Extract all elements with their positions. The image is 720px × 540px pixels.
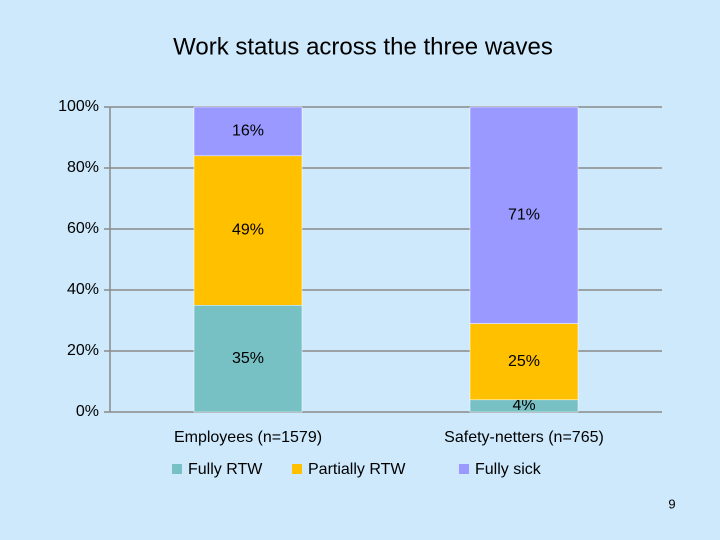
legend-swatch [292,464,302,474]
legend-swatch [459,464,469,474]
bar-segment [193,305,303,413]
y-tick-label: 80% [67,159,99,176]
value-label: 4% [512,397,535,414]
legend-label: Fully RTW [188,461,263,478]
y-tick-label: 20% [67,342,99,359]
y-tick-label: 60% [67,220,99,237]
x-tick-label: Employees (n=1579) [174,429,322,446]
chart-title: Work status across the three waves [173,33,553,60]
bar-segment [193,106,303,157]
legend-label: Fully sick [475,461,542,478]
bar-segment [469,106,579,324]
y-tick-label: 100% [58,98,99,115]
x-tick-label: Safety-netters (n=765) [444,429,604,446]
legend-swatch [172,464,182,474]
value-label: 35% [232,350,264,367]
legend-label: Partially RTW [308,461,406,478]
value-label: 25% [508,353,540,370]
bar-segment [469,323,579,401]
bar-segment [193,155,303,306]
y-tick-label: 0% [76,403,99,420]
value-label: 71% [508,206,540,223]
y-tick-label: 40% [67,281,99,298]
value-label: 49% [232,222,264,239]
value-label: 16% [232,123,264,140]
slide-number: 9 [668,496,675,511]
